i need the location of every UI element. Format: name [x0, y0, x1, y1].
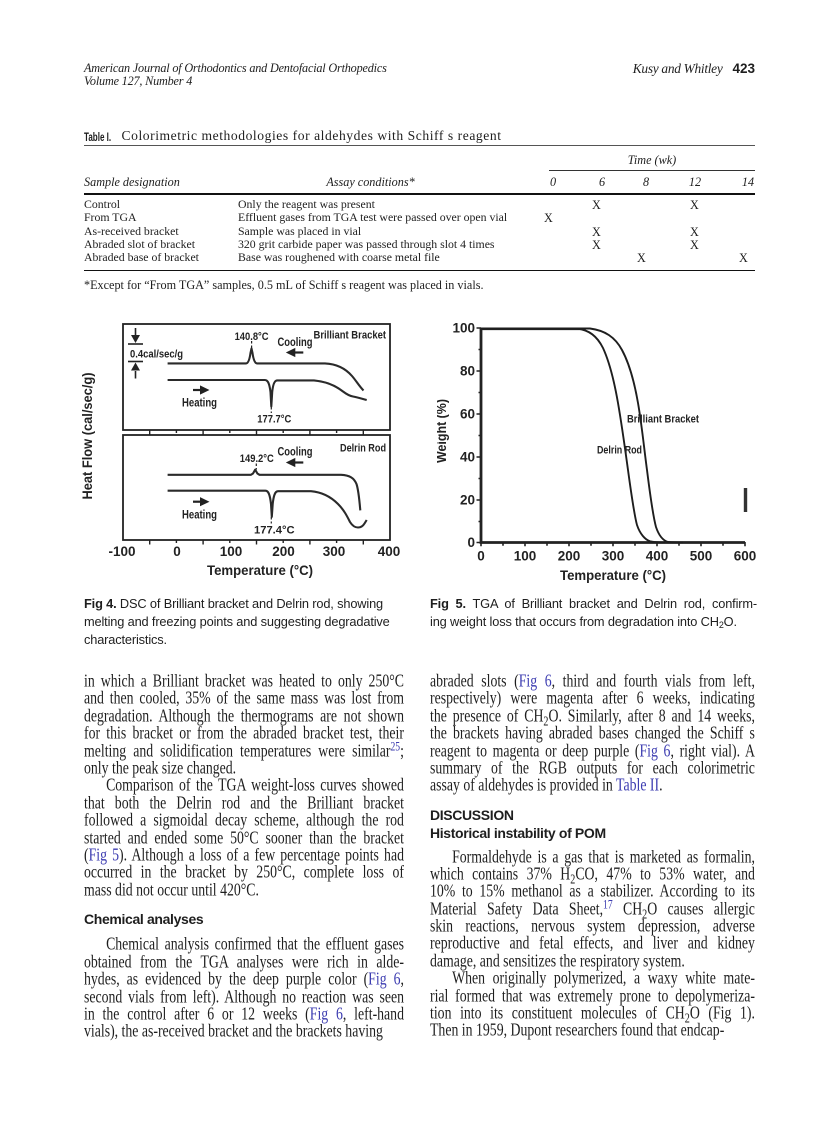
svg-text:Heating: Heating	[182, 396, 217, 410]
svg-text:400: 400	[646, 549, 669, 564]
svg-text:Temperature (°C): Temperature (°C)	[207, 563, 313, 578]
svg-text:100: 100	[452, 321, 475, 336]
svg-text:60: 60	[460, 407, 475, 422]
svg-text:0: 0	[467, 535, 475, 550]
svg-text:80: 80	[460, 364, 475, 379]
svg-text:0.4cal/sec/g: 0.4cal/sec/g	[130, 349, 183, 361]
svg-text:40: 40	[460, 450, 475, 465]
svg-text:200: 200	[558, 549, 581, 564]
svg-text:177.4°C: 177.4°C	[254, 525, 295, 537]
svg-text:Cooling: Cooling	[278, 335, 313, 349]
svg-text:20: 20	[460, 493, 475, 508]
svg-text:149.2°C: 149.2°C	[240, 453, 274, 465]
svg-text:200: 200	[272, 544, 295, 559]
svg-text:Cooling: Cooling	[278, 445, 313, 459]
svg-text:Heat Flow (cal/sec/g): Heat Flow (cal/sec/g)	[80, 373, 95, 500]
svg-text:Delrin Rod: Delrin Rod	[340, 443, 386, 455]
svg-text:300: 300	[323, 544, 346, 559]
svg-text:-100: -100	[108, 544, 135, 559]
svg-text:Heating: Heating	[182, 507, 217, 521]
svg-text:400: 400	[378, 544, 401, 559]
svg-text:177.7°C: 177.7°C	[257, 414, 291, 426]
svg-text:0: 0	[173, 544, 181, 559]
svg-text:140.8°C: 140.8°C	[235, 331, 269, 343]
svg-text:Temperature (°C): Temperature (°C)	[560, 568, 666, 583]
svg-text:100: 100	[514, 549, 537, 564]
svg-text:500: 500	[690, 549, 713, 564]
svg-text:Brilliant Bracket: Brilliant Bracket	[627, 414, 699, 426]
svg-text:600: 600	[734, 549, 757, 564]
svg-text:300: 300	[602, 549, 625, 564]
svg-text:100: 100	[220, 544, 243, 559]
svg-text:Delrin Rod: Delrin Rod	[597, 445, 642, 457]
svg-text:Weight (%): Weight (%)	[437, 399, 449, 463]
svg-text:Brilliant Bracket: Brilliant Bracket	[314, 330, 387, 342]
svg-text:0: 0	[477, 549, 485, 564]
